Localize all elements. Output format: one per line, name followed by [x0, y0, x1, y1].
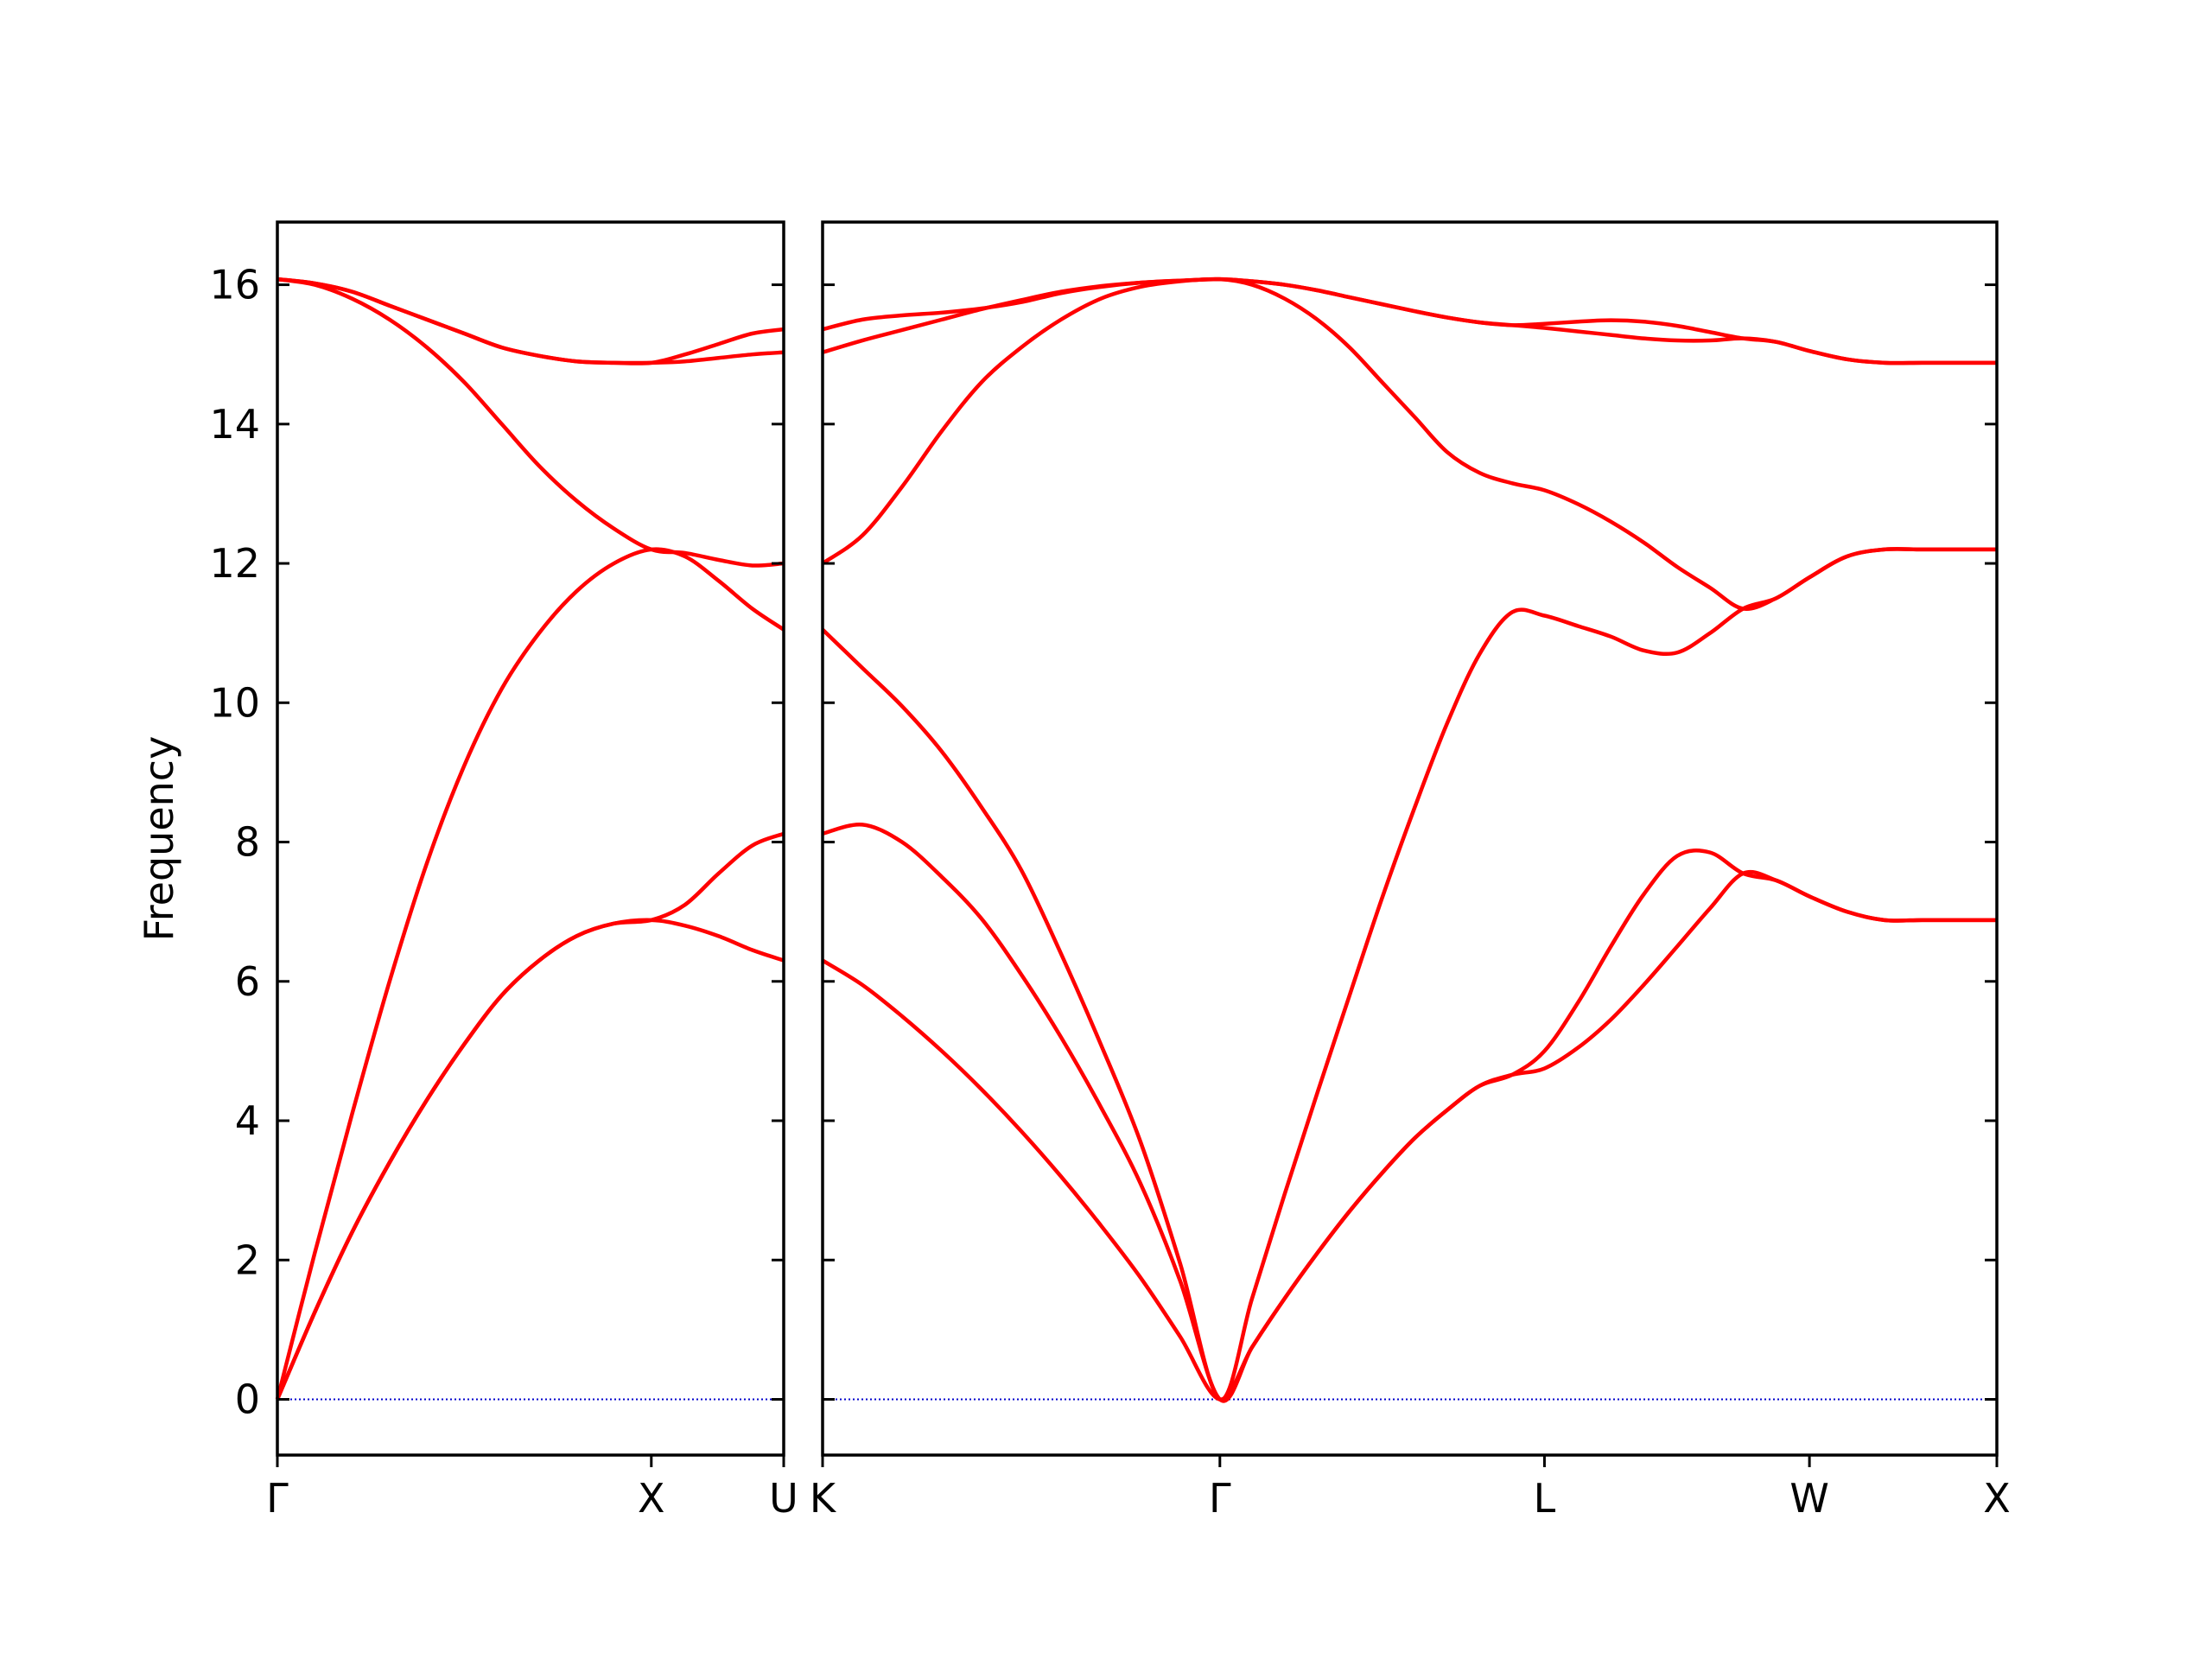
x-tick-label: K — [810, 1475, 837, 1522]
band-line — [275, 918, 785, 1401]
y-tick-label: 6 — [235, 958, 260, 1005]
y-tick-label: 10 — [209, 679, 260, 726]
band-line — [821, 869, 1997, 1402]
y-tick-label: 8 — [235, 819, 260, 866]
x-tick-label: X — [1983, 1475, 2011, 1522]
x-tick-label: L — [1534, 1475, 1556, 1522]
band-line — [821, 276, 1997, 612]
x-tick-label: Γ — [1209, 1475, 1231, 1522]
band-line — [822, 276, 1997, 365]
plot-frame — [276, 220, 785, 1457]
band-line — [275, 831, 785, 1401]
y-tick-label: 0 — [235, 1376, 260, 1423]
band-line — [276, 276, 785, 365]
band-line — [275, 547, 785, 1401]
x-tick-label: U — [769, 1475, 798, 1522]
y-tick-label: 14 — [209, 401, 260, 448]
y-tick-label: 16 — [209, 262, 260, 308]
band-line — [822, 823, 1997, 1403]
x-tick-label: W — [1789, 1475, 1828, 1522]
y-tick-label: 12 — [209, 540, 260, 587]
x-tick-label: X — [638, 1475, 665, 1522]
band-line — [821, 547, 1997, 1402]
x-tick-label: Γ — [266, 1475, 289, 1522]
band-line — [822, 276, 1997, 365]
band-line — [276, 276, 785, 568]
y-tick-label: 2 — [235, 1236, 260, 1283]
plot-frame — [821, 220, 1999, 1457]
y-tick-label: 4 — [235, 1097, 260, 1144]
y-axis-label: Frequency — [136, 736, 182, 942]
